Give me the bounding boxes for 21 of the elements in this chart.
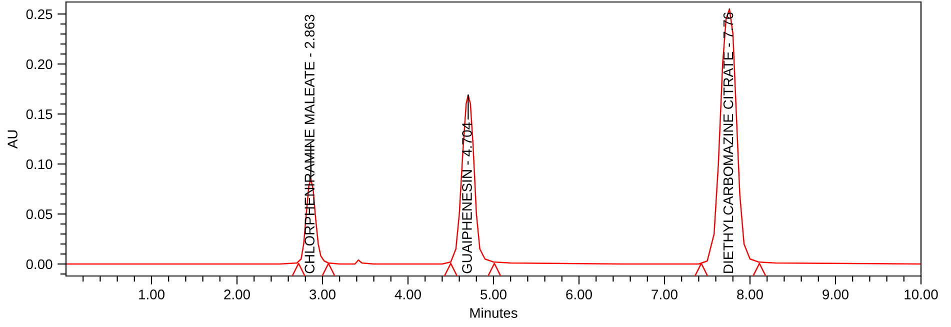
x-tick-label: 3.00 — [310, 290, 336, 300]
x-tick-label: 4.00 — [394, 290, 421, 300]
annotation: CHLORPHENIRAMINE MALEATE - 2.863 — [304, 14, 315, 274]
x-tick-label: 8.00 — [737, 290, 763, 300]
x-tick-label: 7.00 — [652, 290, 678, 300]
x-tick-label: 6.00 — [566, 290, 592, 300]
x-tick-label: 9.00 — [822, 290, 848, 300]
y-tick-label: 0.15 — [26, 109, 52, 120]
y-tick-label: 0.05 — [26, 209, 52, 220]
y-tick-label: 0.10 — [26, 159, 52, 170]
x-tick-label: 10.00 — [904, 290, 938, 300]
y-tick-label: 0.25 — [26, 9, 52, 20]
x-tick-label: 5.00 — [480, 290, 506, 300]
y-tick-label: 0.20 — [26, 59, 52, 70]
x-axis-title: Minutes — [470, 308, 518, 318]
x-tick-label: 1.00 — [139, 290, 164, 300]
x-tick-label: 2.00 — [224, 290, 250, 300]
annotation: DIETHYLCARBOMAZINE CITRATE - 7.76 — [723, 12, 734, 273]
y-axis-title: AU — [8, 130, 18, 149]
y-tick-label: 0.00 — [26, 259, 52, 270]
annotation: GUAIPHENESIN - 4.704 — [462, 122, 472, 274]
